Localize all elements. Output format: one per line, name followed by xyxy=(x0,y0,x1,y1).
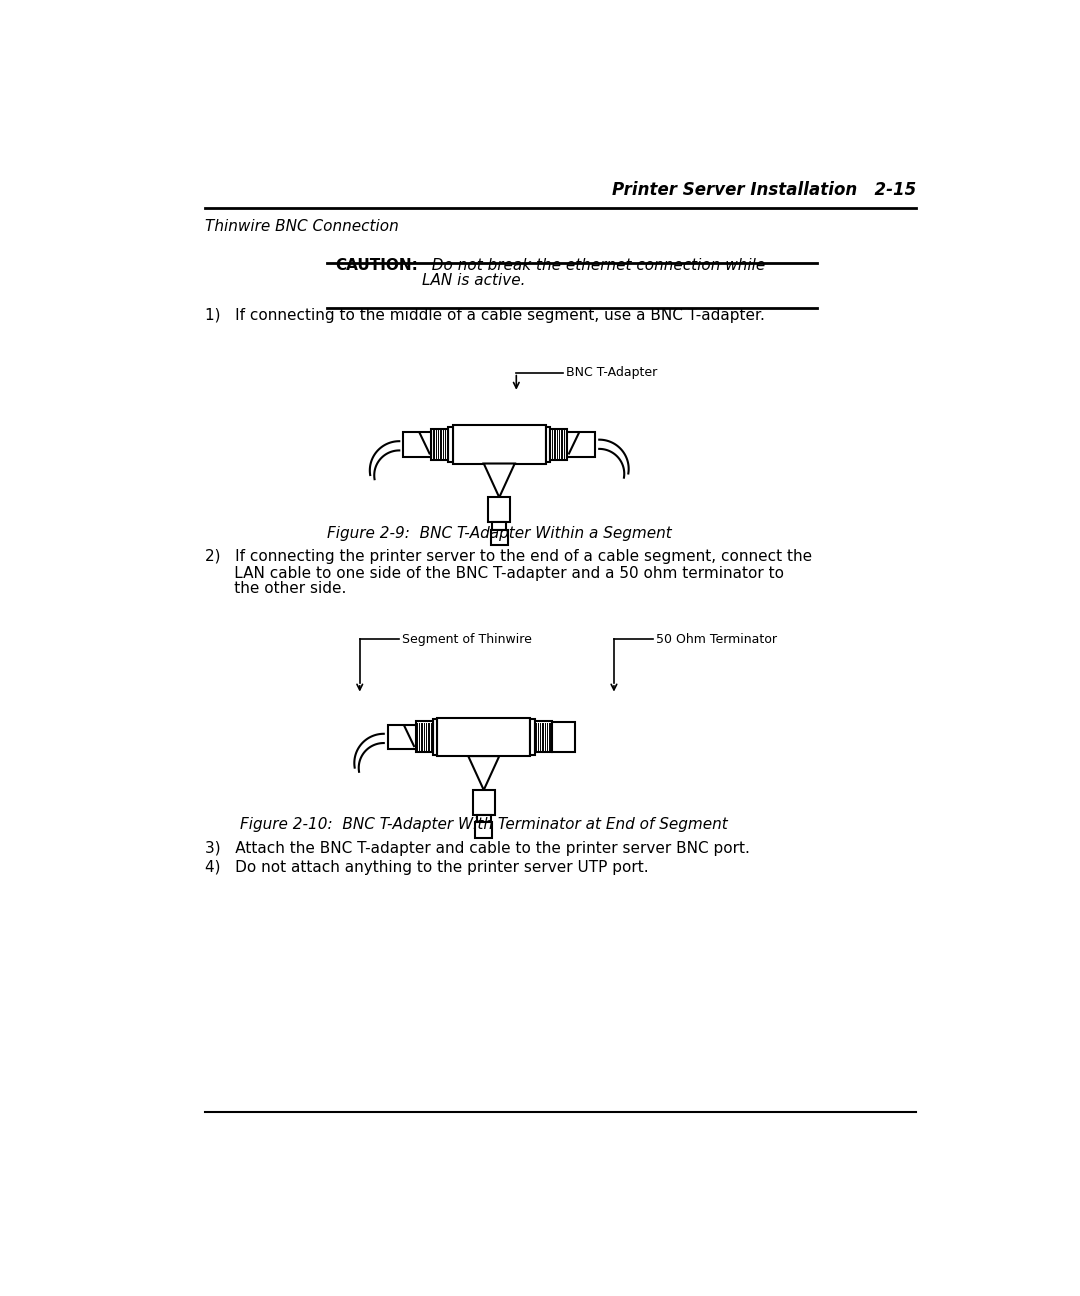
Text: 50 Ohm Terminator: 50 Ohm Terminator xyxy=(656,632,777,645)
Bar xyxy=(545,426,551,461)
Text: Do not break the ethernet connection while: Do not break the ethernet connection whi… xyxy=(422,258,765,272)
Text: Printer Server Installation   2-15: Printer Server Installation 2-15 xyxy=(612,180,916,198)
Polygon shape xyxy=(469,756,499,791)
Text: Figure 2-9:  BNC T-Adapter Within a Segment: Figure 2-9: BNC T-Adapter Within a Segme… xyxy=(327,525,672,540)
Text: Figure 2-10:  BNC T-Adapter With Terminator at End of Segment: Figure 2-10: BNC T-Adapter With Terminat… xyxy=(240,816,728,832)
Text: BNC T-Adapter: BNC T-Adapter xyxy=(566,367,657,380)
Bar xyxy=(416,722,433,752)
Bar xyxy=(388,724,416,749)
Bar xyxy=(476,815,490,823)
Text: the other side.: the other side. xyxy=(205,581,346,596)
Text: Segment of Thinwire: Segment of Thinwire xyxy=(402,632,531,645)
Text: Thinwire BNC Connection: Thinwire BNC Connection xyxy=(205,219,399,235)
Bar xyxy=(403,432,431,456)
Bar xyxy=(535,722,552,752)
Text: 1)   If connecting to the middle of a cable segment, use a BNC T-adapter.: 1) If connecting to the middle of a cabl… xyxy=(205,308,765,324)
Bar xyxy=(490,530,508,546)
Bar xyxy=(552,722,576,752)
Text: LAN is active.: LAN is active. xyxy=(422,273,525,288)
Text: 4)   Do not attach anything to the printer server UTP port.: 4) Do not attach anything to the printer… xyxy=(205,859,648,875)
Bar xyxy=(431,429,448,460)
Text: LAN cable to one side of the BNC T-adapter and a 50 ohm terminator to: LAN cable to one side of the BNC T-adapt… xyxy=(205,565,784,581)
Bar xyxy=(453,425,545,464)
Polygon shape xyxy=(484,464,515,498)
Bar xyxy=(437,718,530,756)
Bar xyxy=(551,429,567,460)
Text: 3)   Attach the BNC T-adapter and cable to the printer server BNC port.: 3) Attach the BNC T-adapter and cable to… xyxy=(205,841,750,857)
Bar xyxy=(475,823,492,837)
Bar xyxy=(567,432,595,456)
Text: CAUTION:: CAUTION: xyxy=(335,258,418,272)
Bar xyxy=(433,719,437,754)
Bar xyxy=(530,719,535,754)
Text: 2)   If connecting the printer server to the end of a cable segment, connect the: 2) If connecting the printer server to t… xyxy=(205,548,812,564)
Bar xyxy=(448,426,453,461)
Bar xyxy=(473,791,495,815)
Bar xyxy=(492,522,507,530)
Bar xyxy=(488,498,510,522)
